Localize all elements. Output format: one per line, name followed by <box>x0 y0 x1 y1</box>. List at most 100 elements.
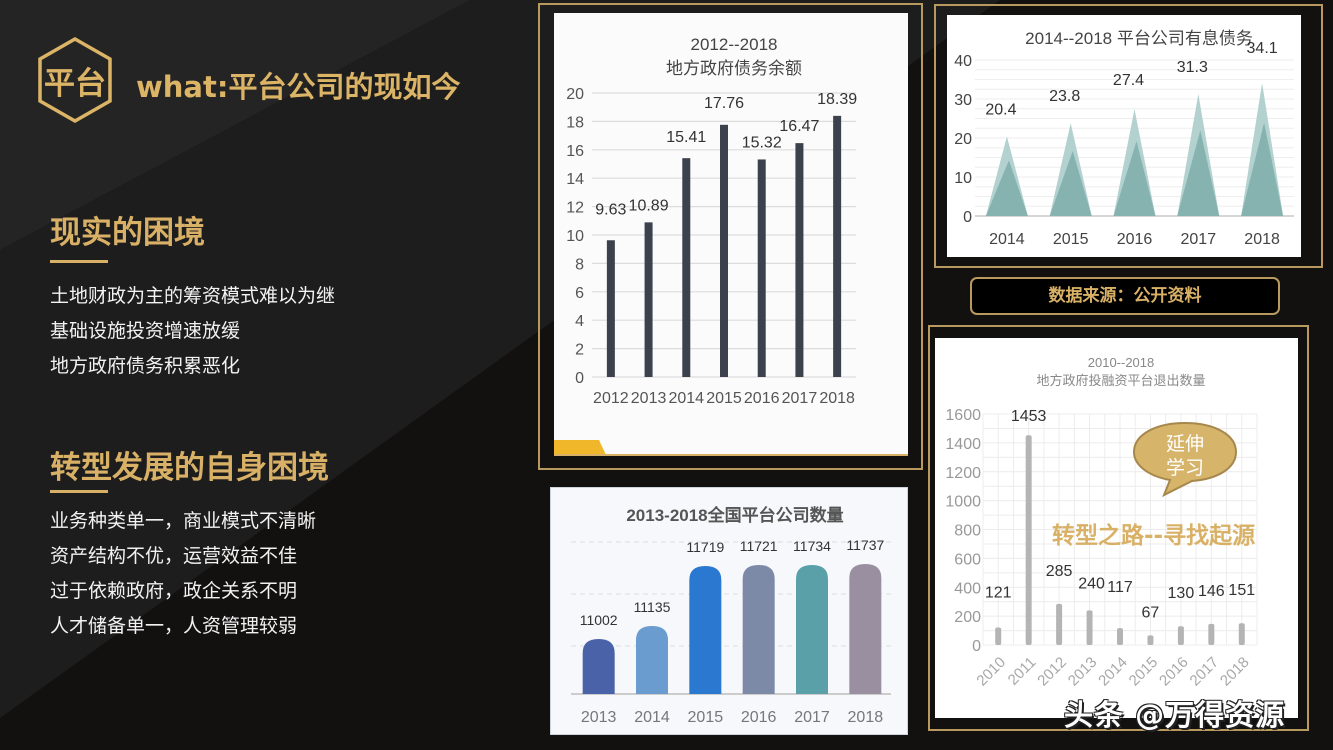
svg-text:240: 240 <box>1078 575 1105 592</box>
list-item: 地方政府债务积累恶化 <box>50 355 241 377</box>
svg-text:10: 10 <box>566 228 584 245</box>
svg-text:1400: 1400 <box>945 436 981 453</box>
list-item: 资产结构不优，运营效益不佳 <box>50 545 298 567</box>
svg-text:延伸: 延伸 <box>1166 433 1204 455</box>
svg-text:285: 285 <box>1046 563 1073 580</box>
svg-text:2016: 2016 <box>1117 231 1153 248</box>
svg-text:2: 2 <box>575 342 584 359</box>
svg-text:2010--2018: 2010--2018 <box>1088 355 1155 370</box>
section-reality-list: 土地财政为主的筹资模式难以为继 基础设施投资增速放缓 地方政府债务积累恶化 <box>50 279 335 384</box>
page-title: what:平台公司的现如今 <box>136 70 461 104</box>
chart-gov-debt: 2012--2018 地方政府债务余额 0 2 4 6 8 10 12 14 16 18 20 9.… <box>554 35 908 459</box>
svg-text:31.3: 31.3 <box>1177 59 1208 76</box>
svg-text:2015: 2015 <box>1126 654 1162 690</box>
svg-text:15.41: 15.41 <box>666 129 706 146</box>
svg-text:2012: 2012 <box>593 390 629 407</box>
svg-text:地方政府投融资平台退出数量: 地方政府投融资平台退出数量 <box>1036 373 1205 388</box>
svg-text:2015: 2015 <box>1053 231 1089 248</box>
svg-text:600: 600 <box>954 551 981 568</box>
svg-text:2016: 2016 <box>1156 654 1192 690</box>
section-divider <box>50 490 108 493</box>
svg-text:1200: 1200 <box>945 465 981 482</box>
svg-text:6: 6 <box>575 285 584 302</box>
svg-text:2016: 2016 <box>741 709 777 726</box>
svg-text:2012: 2012 <box>1034 654 1070 690</box>
svg-text:14: 14 <box>566 171 584 188</box>
svg-text:11719: 11719 <box>686 539 724 555</box>
chart-frame-interest-debt <box>934 4 1323 268</box>
list-item: 基础设施投资增速放缓 <box>50 320 241 342</box>
svg-text:11737: 11737 <box>846 537 884 553</box>
svg-text:4: 4 <box>575 313 584 330</box>
svg-text:20.4: 20.4 <box>985 101 1016 118</box>
svg-text:2018: 2018 <box>1217 654 1253 690</box>
svg-text:0: 0 <box>972 638 981 655</box>
svg-text:146: 146 <box>1198 583 1225 600</box>
svg-text:2014: 2014 <box>989 231 1025 248</box>
svg-text:2018: 2018 <box>819 390 855 407</box>
hexagon-badge-icon <box>38 37 112 123</box>
svg-text:130: 130 <box>1168 585 1195 602</box>
svg-text:8: 8 <box>575 256 584 273</box>
section-transformation-list: 业务种类单一，商业模式不清晰 资产结构不优，运营效益不佳 过于依赖政府，政企关系… <box>50 504 316 644</box>
svg-text:23.8: 23.8 <box>1049 88 1080 105</box>
svg-text:2016: 2016 <box>744 390 780 407</box>
svg-text:2011: 2011 <box>1005 654 1040 689</box>
svg-text:2014--2018 平台公司有息债务: 2014--2018 平台公司有息债务 <box>1025 29 1253 48</box>
section-title-reality: 现实的困境 <box>50 215 205 251</box>
svg-text:16.47: 16.47 <box>779 118 819 135</box>
svg-text:67: 67 <box>1142 604 1160 621</box>
svg-text:11002: 11002 <box>580 612 618 628</box>
svg-text:400: 400 <box>954 580 981 597</box>
svg-text:2013: 2013 <box>1065 654 1101 690</box>
hexagon-badge-text: 平台 <box>44 66 106 102</box>
list-item: 土地财政为主的筹资模式难以为继 <box>50 285 336 307</box>
svg-text:15.32: 15.32 <box>742 134 782 151</box>
svg-text:2014: 2014 <box>1095 654 1131 690</box>
svg-text:1453: 1453 <box>1011 408 1047 425</box>
list-item: 人才储备单一，人资管理较弱 <box>50 615 298 637</box>
svg-text:2017: 2017 <box>1181 231 1217 248</box>
chart-platform-count: 2013-2018全国平台公司数量 11002 11135 11719 11721 11… <box>571 505 891 726</box>
chart-card-platform-count: 2013-2018全国平台公司数量 11002 11135 11719 11721 11… <box>550 487 908 735</box>
overlay-heading: 转型之路--寻找起源 <box>1052 523 1256 549</box>
svg-text:121: 121 <box>985 585 1012 602</box>
section-title-transformation: 转型发展的自身困境 <box>50 450 329 486</box>
svg-text:0: 0 <box>963 209 972 226</box>
svg-text:2012--2018: 2012--2018 <box>691 35 778 54</box>
list-item: 业务种类单一，商业模式不清晰 <box>50 510 317 532</box>
chart-card-interest-debt: 2014--2018 平台公司有息债务 0 10 20 30 40 20.4 23.8 27… <box>947 15 1301 257</box>
svg-text:30: 30 <box>954 92 972 109</box>
svg-text:18.39: 18.39 <box>817 91 857 108</box>
svg-text:2010: 2010 <box>973 654 1009 690</box>
svg-text:1600: 1600 <box>945 407 981 424</box>
speech-bubble-icon[interactable]: 延伸 学习 <box>1130 420 1240 500</box>
svg-text:9.63: 9.63 <box>595 201 626 218</box>
svg-text:117: 117 <box>1107 579 1133 596</box>
svg-text:18: 18 <box>566 114 584 131</box>
chart-card-platform-exits: 2010--2018 地方政府投融资平台退出数量 0 200 400 600 800 10… <box>935 338 1298 718</box>
svg-text:2014: 2014 <box>634 709 670 726</box>
svg-text:2014: 2014 <box>668 390 704 407</box>
chart-platform-exits: 2010--2018 地方政府投融资平台退出数量 0 200 400 600 800 10… <box>945 355 1258 690</box>
svg-text:10.89: 10.89 <box>629 197 669 214</box>
svg-text:学习: 学习 <box>1166 457 1204 479</box>
svg-text:27.4: 27.4 <box>1113 72 1144 89</box>
section-divider <box>50 260 108 263</box>
chart-card-gov-debt: 2012--2018 地方政府债务余额 0 2 4 6 8 10 12 14 16 18 20 9.… <box>554 13 908 459</box>
chart-interest-debt: 2014--2018 平台公司有息债务 0 10 20 30 40 20.4 23.8 27… <box>954 29 1294 248</box>
svg-text:2018: 2018 <box>1244 231 1280 248</box>
svg-text:10: 10 <box>954 170 972 187</box>
chart-frame-platform-exits <box>928 325 1309 731</box>
svg-text:800: 800 <box>954 523 981 540</box>
svg-text:40: 40 <box>954 53 972 70</box>
svg-text:20: 20 <box>566 86 584 103</box>
svg-text:2018: 2018 <box>848 709 884 726</box>
watermark: 头条 @万得资源 <box>1064 698 1286 732</box>
svg-text:2015: 2015 <box>688 709 724 726</box>
svg-text:0: 0 <box>575 370 584 387</box>
svg-text:20: 20 <box>954 131 972 148</box>
list-item: 过于依赖政府，政企关系不明 <box>50 580 298 602</box>
svg-text:200: 200 <box>954 609 981 626</box>
svg-text:2017: 2017 <box>782 390 818 407</box>
